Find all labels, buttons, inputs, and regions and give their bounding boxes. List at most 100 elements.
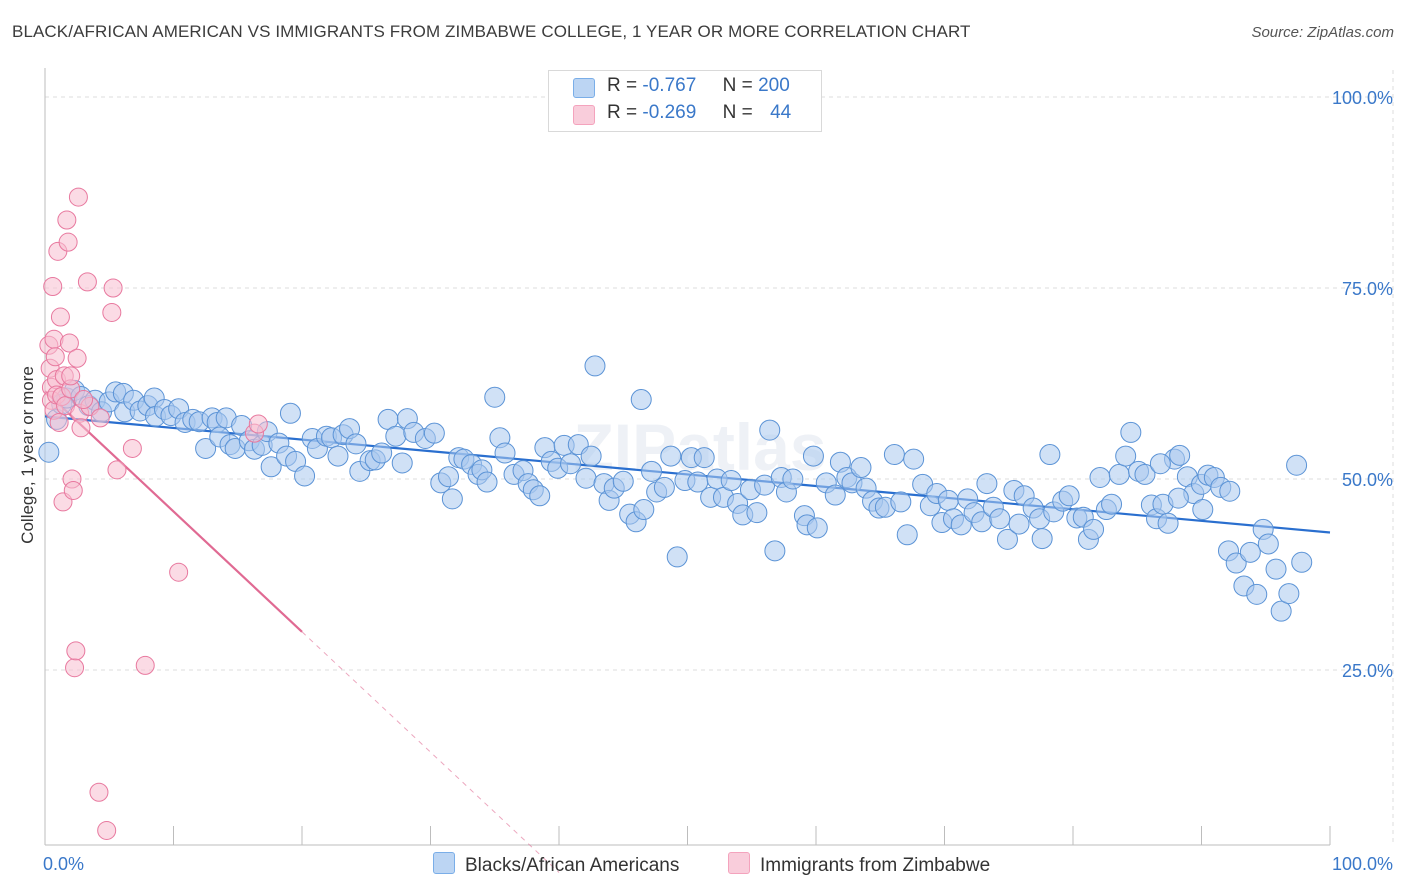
data-point-zimbabwe xyxy=(89,782,109,802)
y-tick-label: 25.0% xyxy=(1342,661,1393,681)
data-point-blacks xyxy=(641,460,663,482)
data-point-blacks xyxy=(38,441,60,463)
data-point-blacks xyxy=(937,489,959,511)
data-point-blacks xyxy=(1008,513,1030,535)
data-point-blacks xyxy=(441,488,463,510)
data-point-blacks xyxy=(630,389,652,411)
data-point-zimbabwe xyxy=(66,641,86,661)
data-point-blacks xyxy=(950,514,972,536)
x-tick-label: 100.0% xyxy=(1332,854,1393,874)
data-point-zimbabwe xyxy=(77,272,97,292)
data-point-blacks xyxy=(1089,466,1111,488)
data-point-blacks xyxy=(423,422,445,444)
data-point-blacks xyxy=(385,425,407,447)
data-point-blacks xyxy=(371,442,393,464)
data-point-blacks xyxy=(279,402,301,424)
data-point-blacks xyxy=(759,419,781,441)
data-point-zimbabwe xyxy=(59,333,79,353)
data-point-blacks xyxy=(1169,444,1191,466)
data-point-blacks xyxy=(195,437,217,459)
data-point-blacks xyxy=(764,540,786,562)
data-point-blacks xyxy=(1058,485,1080,507)
legend-r-label: R = xyxy=(607,102,638,123)
data-point-zimbabwe xyxy=(74,390,94,410)
x-tick-label: 0.0% xyxy=(43,854,84,874)
legend-r-value: -0.269 xyxy=(642,102,697,123)
legend-n-label: N = xyxy=(722,75,753,96)
data-point-zimbabwe xyxy=(49,412,69,432)
y-tick-label: 75.0% xyxy=(1342,279,1393,299)
data-point-blacks xyxy=(476,471,498,493)
y-tick-label: 50.0% xyxy=(1342,470,1393,490)
data-point-zimbabwe xyxy=(248,414,268,434)
data-point-blacks xyxy=(824,484,846,506)
data-point-blacks xyxy=(1031,528,1053,550)
data-point-blacks xyxy=(260,456,282,478)
data-point-blacks xyxy=(1239,541,1261,563)
data-point-blacks xyxy=(484,386,506,408)
data-point-zimbabwe xyxy=(122,438,142,458)
data-point-blacks xyxy=(1134,463,1156,485)
data-point-blacks xyxy=(612,470,634,492)
bottom-legend-label-zimbabwe: Immigrants from Zimbabwe xyxy=(760,855,991,876)
data-point-zimbabwe xyxy=(97,820,117,840)
bottom-legend-blacks: Blacks/African Americans xyxy=(433,852,679,877)
data-point-zimbabwe xyxy=(45,347,65,367)
data-point-blacks xyxy=(294,465,316,487)
data-point-blacks xyxy=(1291,551,1313,573)
data-point-zimbabwe xyxy=(103,278,123,298)
data-point-blacks xyxy=(560,453,582,475)
data-point-blacks xyxy=(890,491,912,513)
data-point-zimbabwe xyxy=(65,658,85,678)
tick-labels: 100.0% 75.0% 50.0% 25.0% 0.0% 100.0% xyxy=(43,88,1393,874)
data-point-blacks xyxy=(1120,421,1142,443)
data-point-blacks xyxy=(494,442,516,464)
data-point-blacks xyxy=(1039,444,1061,466)
data-point-blacks xyxy=(575,467,597,489)
data-point-blacks xyxy=(391,452,413,474)
data-point-blacks xyxy=(1219,480,1241,502)
data-point-blacks xyxy=(327,445,349,467)
data-point-blacks xyxy=(896,524,918,546)
data-point-zimbabwe xyxy=(68,187,88,207)
data-point-blacks xyxy=(1225,552,1247,574)
data-point-zimbabwe xyxy=(43,276,63,296)
data-point-blacks xyxy=(580,445,602,467)
data-point-blacks xyxy=(996,528,1018,550)
legend-r-label: R = xyxy=(607,75,638,96)
data-point-zimbabwe xyxy=(50,307,70,327)
data-point-zimbabwe xyxy=(58,232,78,252)
data-point-blacks xyxy=(666,546,688,568)
data-point-blacks xyxy=(1265,558,1287,580)
data-point-zimbabwe xyxy=(71,418,91,438)
data-point-zimbabwe xyxy=(67,348,87,368)
data-point-blacks xyxy=(1246,583,1268,605)
legend-n-value: 200 xyxy=(758,75,790,96)
legend-n-label: N = xyxy=(722,102,753,123)
data-point-blacks xyxy=(1108,463,1130,485)
legend-swatch-pink xyxy=(573,105,595,125)
data-point-blacks xyxy=(1115,445,1137,467)
data-point-blacks xyxy=(850,457,872,479)
data-point-blacks xyxy=(903,448,925,470)
y-axis-title: College, 1 year or more xyxy=(18,366,37,544)
data-point-blacks xyxy=(746,502,768,524)
data-point-blacks xyxy=(782,468,804,490)
correlation-legend: R = -0.767 N = 200 R = -0.269 N = 44 xyxy=(548,70,822,132)
data-point-blacks xyxy=(529,485,551,507)
series-blacks-points xyxy=(38,355,1313,622)
source-label: Source: ZipAtlas.com xyxy=(1251,24,1394,41)
data-point-blacks xyxy=(1149,453,1171,475)
legend-n-value: 44 xyxy=(770,102,792,123)
data-point-blacks xyxy=(1286,454,1308,476)
legend-swatch-blue xyxy=(573,78,595,98)
data-point-blacks xyxy=(1083,518,1105,540)
data-point-blacks xyxy=(802,445,824,467)
chart-title: BLACK/AFRICAN AMERICAN VS IMMIGRANTS FRO… xyxy=(12,22,971,41)
data-point-blacks xyxy=(1101,493,1123,515)
data-point-blacks xyxy=(989,508,1011,530)
data-point-blacks xyxy=(584,355,606,377)
data-point-blacks xyxy=(1270,600,1292,622)
data-point-blacks xyxy=(1192,499,1214,521)
